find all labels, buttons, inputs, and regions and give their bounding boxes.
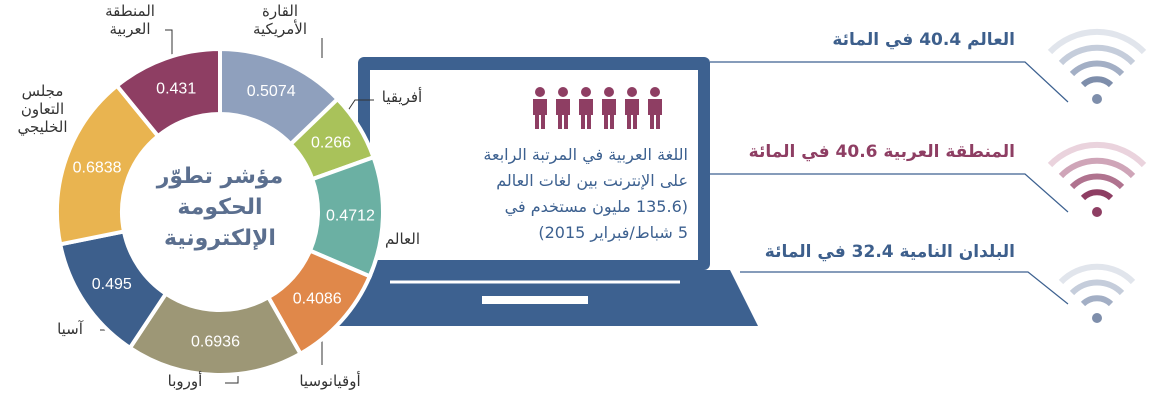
laptop-text: اللغة العربية في المرتبة الرابعة [483,145,688,164]
value-label: 0.431 [156,80,196,97]
people-icons [533,87,662,129]
wifi-icon [1047,28,1147,104]
value-label: 0.4086 [293,290,342,307]
category-label: أوقيانوسيا [299,372,361,390]
laptop-text: على الإنترنت بين لغات العالم [496,171,688,190]
laptop-text: (135.6 مليون مستخدم في [504,197,688,216]
wifi-icon [1047,141,1147,217]
value-label: 0.6838 [73,159,122,176]
category-label: أفريقيا [381,88,423,106]
laptop-text: 5 شباط/فبراير 2015) [538,223,688,242]
value-label: 0.4712 [326,207,375,224]
chart-title: مؤشر تطوّر الحكومة الإلكترونية [156,164,284,251]
category-label: مجلس التعاون الخليجي [17,82,68,136]
value-label: 0.5074 [247,83,296,100]
leader-line [710,173,1069,213]
category-label: المنطقة العربية [105,2,155,38]
donut-segment [114,46,222,139]
value-label: 0.6936 [191,334,240,351]
leader-line [710,61,1069,103]
stat-text: البلدان النامية 32.4 في المائة [764,242,1015,262]
wifi-icon [1058,263,1136,323]
value-label: 0.495 [92,276,132,293]
leader-line [740,271,1069,305]
category-label: أوروبا [167,372,203,390]
value-label: 0.266 [311,135,351,152]
category-label: القارة الأمريكية [252,2,308,38]
category-label: آسيا [57,320,83,338]
stat-text: العالم 40.4 في المائة [832,30,1015,50]
trackpad [482,296,588,304]
stat-text: المنطقة العربية 40.6 في المائة [748,142,1015,162]
category-label: العالم [384,230,421,248]
